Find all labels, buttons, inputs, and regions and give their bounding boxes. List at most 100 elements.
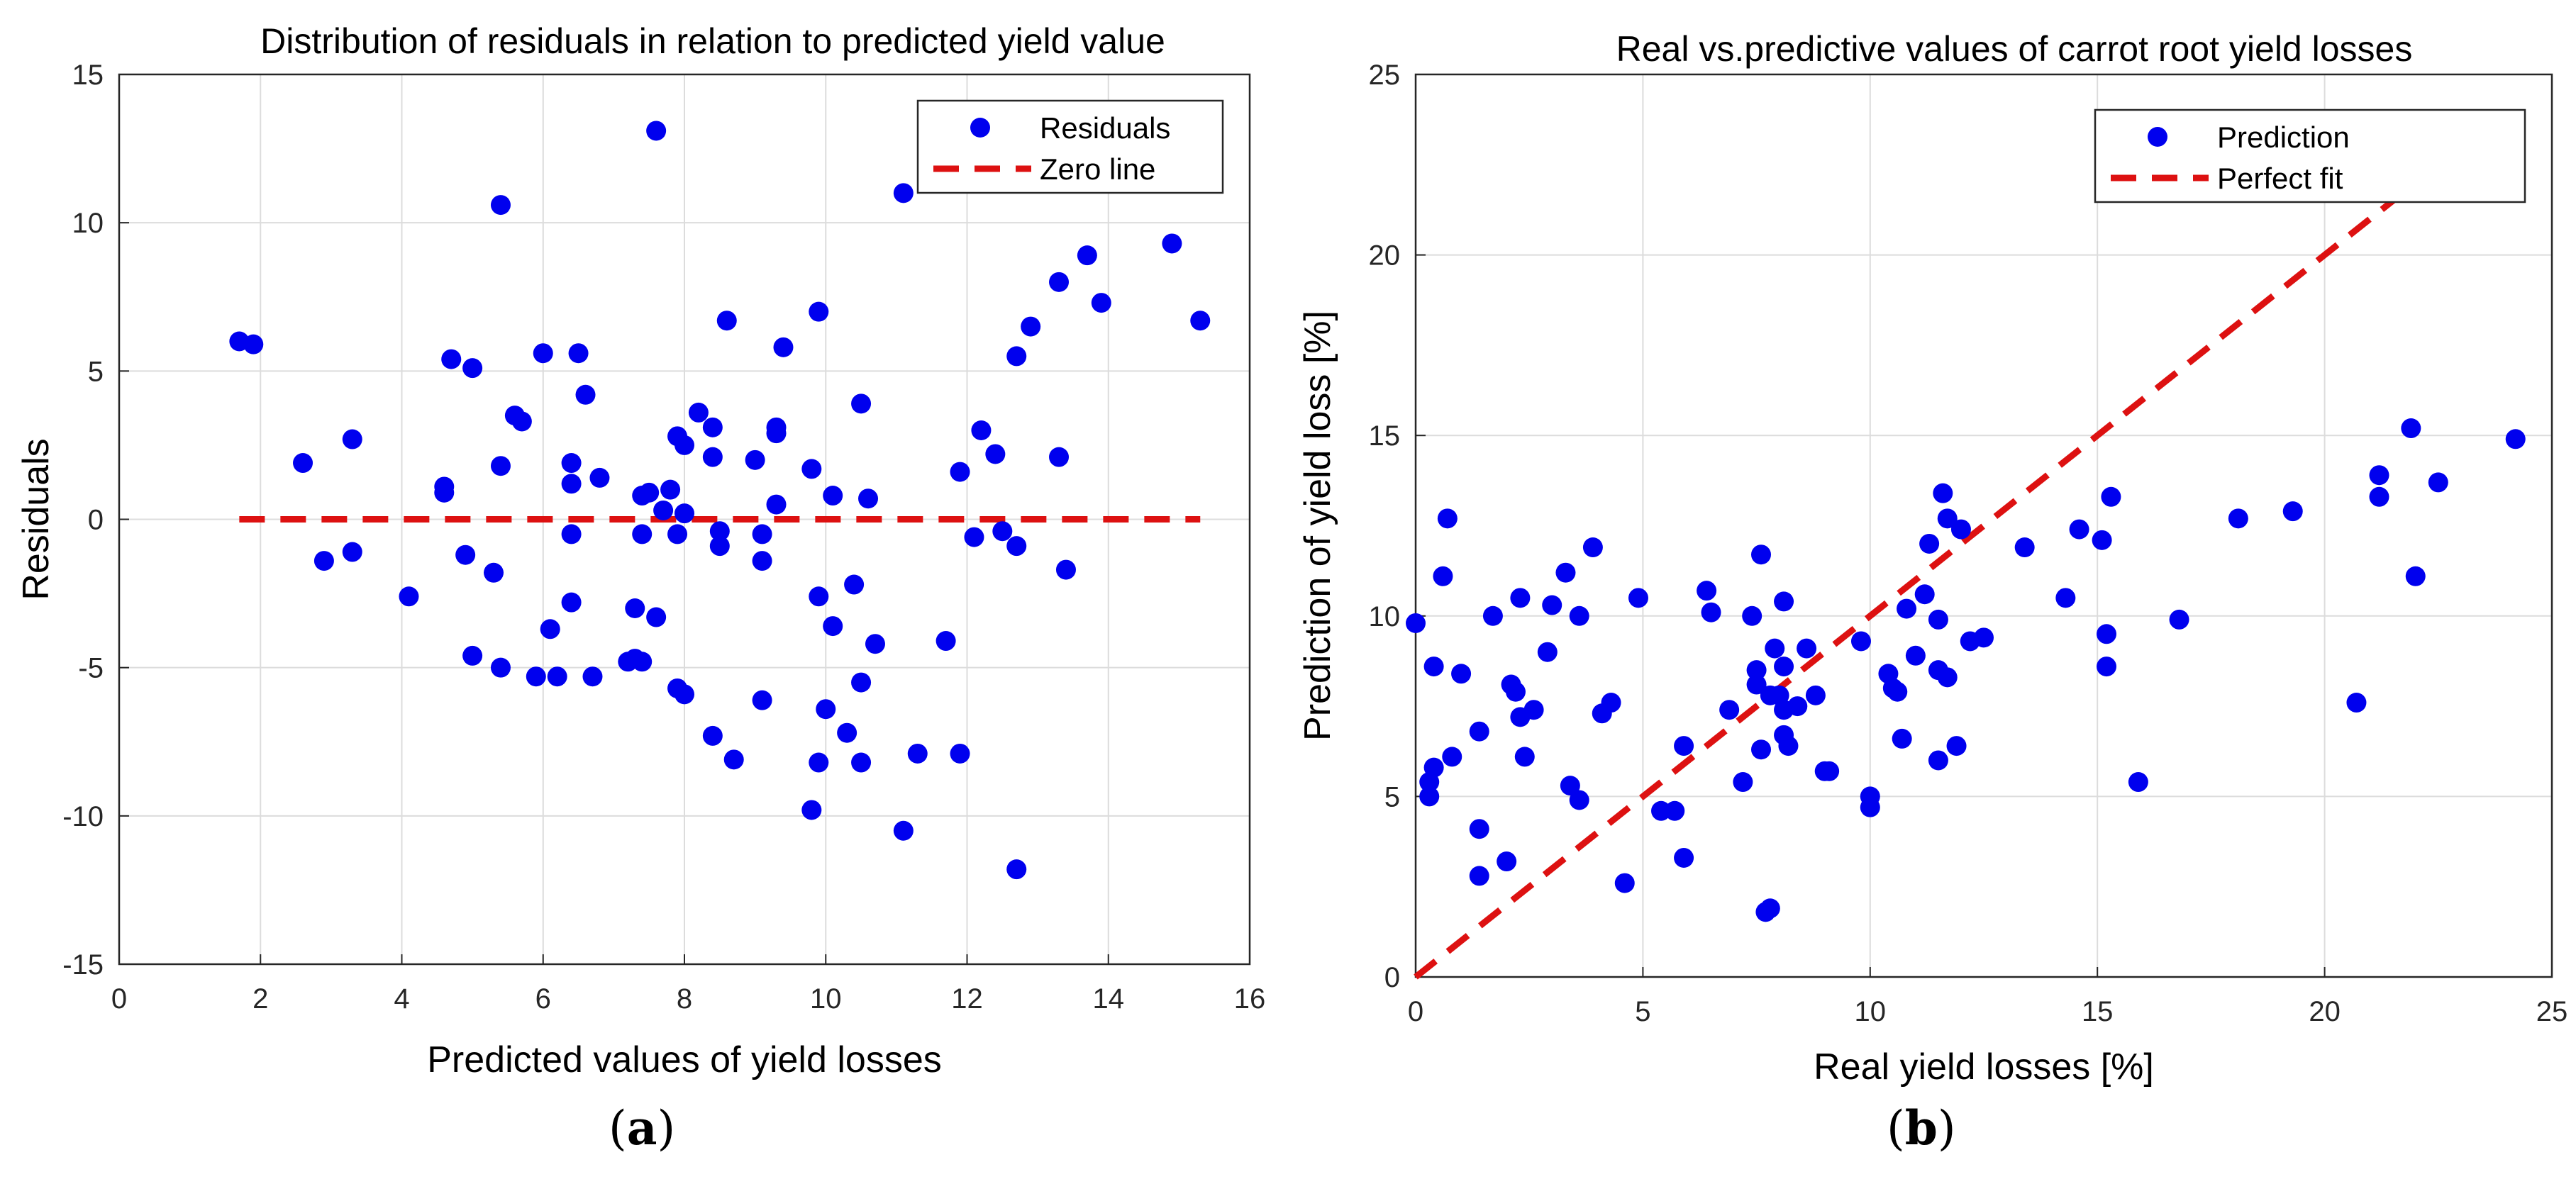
- data-point: [342, 542, 362, 562]
- panel-a-label: (a): [609, 1100, 676, 1156]
- data-point: [2228, 508, 2248, 529]
- x-tick-label: 20: [2309, 996, 2341, 1027]
- data-point: [2169, 609, 2189, 630]
- data-point: [2069, 519, 2089, 540]
- data-point: [674, 684, 694, 705]
- data-point: [1674, 847, 1694, 868]
- data-point: [1719, 700, 1740, 720]
- data-point: [568, 343, 589, 364]
- residuals-chart: 0 2 4 6 8 10 12 14 16 -15 -10 -5 0 5 10 15 Distribution …: [16, 21, 1265, 1080]
- data-point: [1746, 660, 1767, 681]
- data-point: [1614, 873, 1635, 893]
- data-point: [1505, 681, 1526, 702]
- data-point: [1560, 776, 1580, 796]
- data-point: [950, 743, 970, 764]
- data-point: [561, 524, 582, 544]
- data-point: [1765, 638, 1785, 659]
- data-point: [1778, 736, 1799, 756]
- y-tick-label: 0: [88, 505, 104, 536]
- data-point: [2014, 537, 2035, 558]
- data-point: [1937, 508, 1958, 529]
- data-point: [632, 524, 653, 544]
- x-tick-label: 0: [1408, 996, 1423, 1027]
- legend-box: [916, 99, 1224, 194]
- data-point: [1469, 866, 1489, 886]
- data-point: [1751, 739, 1772, 760]
- x-tick-label: 10: [810, 983, 842, 1015]
- data-point: [1423, 657, 1444, 677]
- data-point: [2055, 588, 2076, 608]
- data-point: [1674, 736, 1694, 756]
- data-point: [632, 652, 653, 672]
- data-point: [688, 402, 709, 423]
- data-point: [716, 311, 737, 331]
- y-tick-label: 15: [72, 60, 104, 91]
- x-tick-label: 12: [951, 983, 983, 1015]
- legend-marker-points: [970, 118, 990, 138]
- data-point: [858, 488, 879, 509]
- x-tick-label: 16: [1234, 983, 1266, 1015]
- data-point: [2405, 566, 2426, 586]
- data-point: [1760, 898, 1780, 919]
- y-tick-label: -10: [62, 801, 104, 832]
- data-point: [1746, 674, 1767, 695]
- data-point: [1701, 602, 1721, 622]
- data-point: [964, 527, 984, 547]
- data-point: [992, 521, 1013, 542]
- data-point: [1897, 598, 1917, 619]
- chart-title: Distribution of residuals in relation to…: [260, 21, 1165, 61]
- data-point: [1819, 761, 1840, 781]
- data-point: [1946, 736, 1967, 756]
- y-tick-label: 15: [1369, 420, 1401, 452]
- y-tick-label: 10: [72, 208, 104, 239]
- x-tick-label: 2: [252, 983, 268, 1015]
- data-point: [936, 631, 956, 652]
- data-point: [1774, 657, 1794, 677]
- y-tick-label: 5: [88, 356, 104, 387]
- data-point: [2346, 693, 2367, 713]
- x-tick-label: 5: [1635, 996, 1650, 1027]
- data-point: [1537, 642, 1558, 662]
- data-point: [985, 444, 1006, 464]
- data-point: [1887, 681, 1908, 702]
- data-point: [293, 453, 313, 474]
- data-point: [752, 690, 772, 710]
- y-tick-label: 20: [1369, 240, 1401, 272]
- data-point: [462, 358, 483, 379]
- y-tick-label: 25: [1369, 60, 1401, 91]
- data-point: [575, 384, 596, 405]
- prediction-chart: 0 5 10 15 20 25 0 5 10 15 20 25 Real vs.predictive v…: [1297, 29, 2567, 1088]
- axes-frame: [118, 73, 1251, 966]
- data-point: [582, 666, 603, 687]
- legend-entry: Residuals: [1040, 111, 1170, 145]
- data-point: [1482, 605, 1503, 626]
- data-point: [844, 574, 865, 595]
- legend-entry: Prediction: [2217, 121, 2350, 154]
- data-point: [709, 536, 730, 557]
- data-point: [1514, 747, 1535, 767]
- data-point: [1928, 609, 1948, 630]
- data-point: [1555, 562, 1576, 583]
- data-point: [1601, 693, 1621, 713]
- data-point: [1419, 786, 1440, 807]
- data-point: [243, 334, 264, 354]
- data-point: [801, 459, 822, 479]
- data-point: [653, 500, 674, 520]
- data-point: [1905, 645, 1926, 666]
- data-point: [674, 435, 694, 455]
- data-point: [1469, 721, 1489, 742]
- data-point: [484, 562, 504, 583]
- x-axis-label: Real yield losses [%]: [1814, 1046, 2154, 1088]
- data-point: [1442, 747, 1462, 767]
- data-point: [823, 486, 843, 506]
- data-point: [851, 752, 872, 773]
- data-point: [2101, 486, 2121, 507]
- legend-entry: Perfect fit: [2217, 162, 2343, 195]
- data-point: [752, 524, 772, 544]
- data-point: [441, 349, 462, 369]
- x-axis-label: Predicted values of yield losses: [427, 1039, 942, 1080]
- x-tick-label: 0: [111, 983, 127, 1015]
- data-point: [893, 820, 914, 841]
- data-point: [1423, 757, 1444, 778]
